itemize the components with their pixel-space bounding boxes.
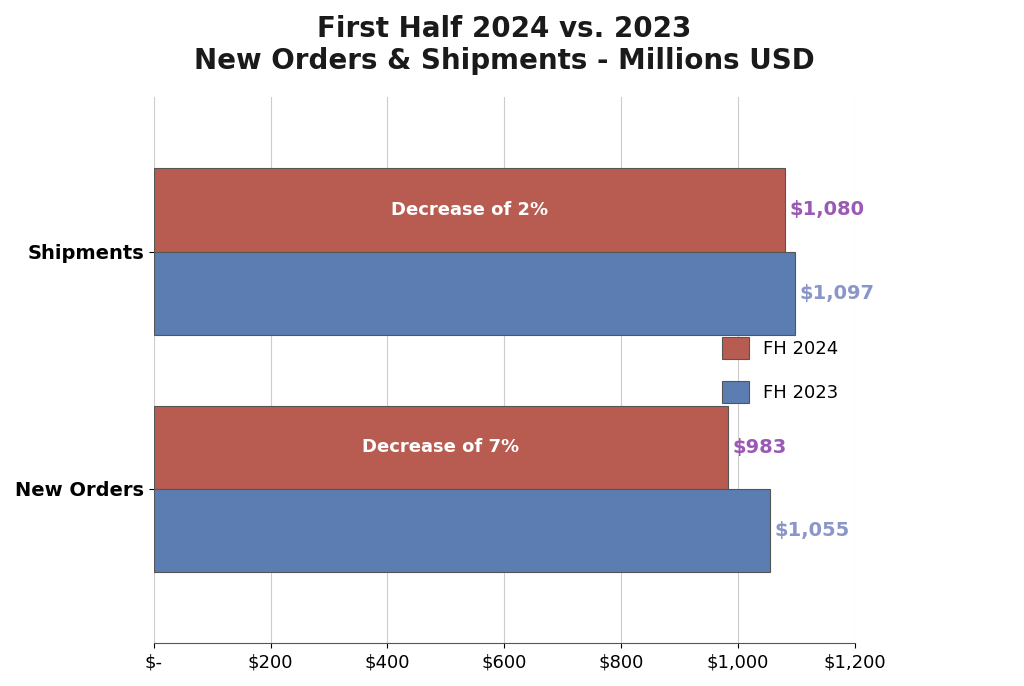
Bar xyxy=(154,489,770,572)
Title: First Half 2024 vs. 2023
New Orders & Shipments - Millions USD: First Half 2024 vs. 2023 New Orders & Sh… xyxy=(194,15,815,75)
Bar xyxy=(154,406,728,489)
Text: $1,055: $1,055 xyxy=(775,521,850,540)
Text: $983: $983 xyxy=(733,438,787,457)
Text: $1,097: $1,097 xyxy=(800,283,874,303)
Text: Decrease of 2%: Decrease of 2% xyxy=(390,201,548,219)
Text: Decrease of 7%: Decrease of 7% xyxy=(362,438,519,456)
Legend: FH 2024, FH 2023: FH 2024, FH 2023 xyxy=(715,330,846,410)
Text: $1,080: $1,080 xyxy=(790,200,864,220)
Bar xyxy=(154,252,795,335)
Bar xyxy=(154,168,784,252)
